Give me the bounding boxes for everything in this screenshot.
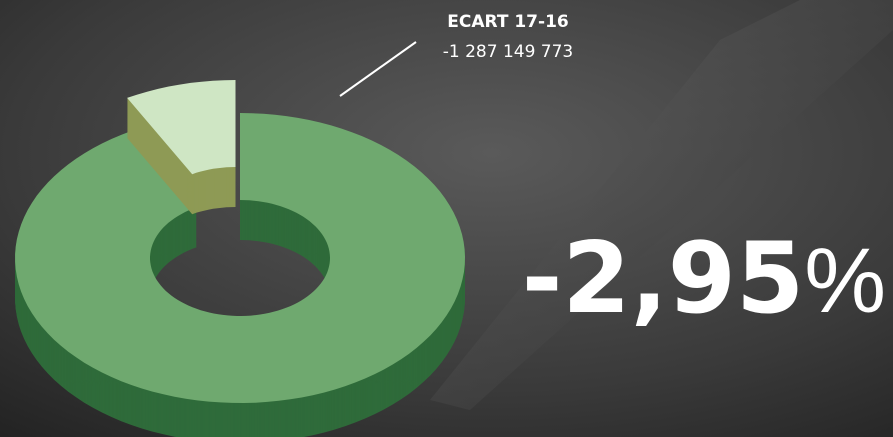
headline-number: -2,95 bbox=[522, 222, 804, 336]
headline: -2,95% bbox=[522, 222, 886, 336]
annotation-value: -1 287 149 773 bbox=[443, 42, 574, 62]
chart: ECART 17-16 -1 287 149 773 -2,95% bbox=[0, 0, 893, 437]
annotation-title: ECART 17-16 bbox=[447, 12, 568, 32]
headline-unit: % bbox=[804, 230, 886, 332]
page: ECART 17-16 -1 287 149 773 -2,95% (() =>… bbox=[0, 0, 893, 437]
